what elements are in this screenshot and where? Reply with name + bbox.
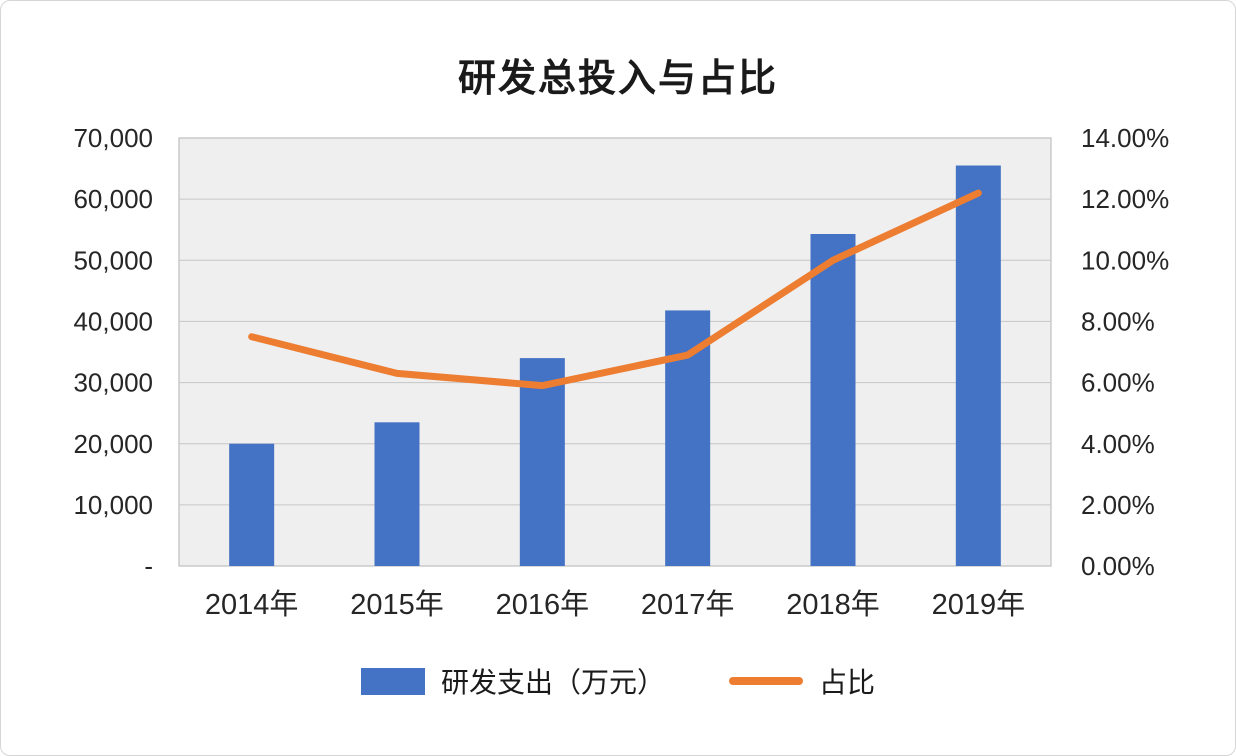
left-axis-tick-label: 10,000 [73,490,153,520]
legend-label-bar-series: 研发支出（万元） [440,667,665,698]
line-series-swatch-icon [729,677,803,685]
legend-item-line-series: 占比 [729,661,875,701]
left-axis-tick-label: 40,000 [73,307,153,337]
right-axis-tick-label: 8.00% [1081,307,1155,337]
left-axis-tick-label: - [144,551,153,581]
ratio-line [248,189,982,390]
bar [810,233,856,566]
right-axis-tick-label: 14.00% [1081,123,1169,153]
x-axis-label: 2017年 [641,588,735,621]
right-axis-tick-label: 2.00% [1081,490,1155,520]
x-axis-label: 2019年 [932,588,1026,621]
right-axis-tick-label: 4.00% [1081,429,1155,459]
legend-label-line-series: 占比 [819,667,876,698]
right-axis-tick-label: 6.00% [1081,368,1155,398]
legend-item-bar-series: 研发支出（万元） [360,661,665,701]
x-axis-label: 2018年 [786,588,880,621]
right-axis-tick-label: 12.00% [1081,184,1169,214]
chart-title: 研发总投入与占比 [457,58,778,100]
bar [229,443,275,566]
x-axis-label: 2016年 [496,588,590,621]
bar [519,358,565,566]
right-axis-tick-label: 0.00% [1081,551,1155,581]
left-axis-tick-label: 30,000 [73,368,153,398]
bar [374,422,420,566]
x-axis-label: 2014年 [205,588,299,621]
right-axis-tick-label: 10.00% [1081,245,1169,275]
x-axis-label: 2015年 [350,588,444,621]
bar [955,165,1001,566]
left-axis-tick-label: 50,000 [73,245,153,275]
bar-series-swatch-icon [360,667,425,695]
left-axis-tick-label: 60,000 [73,184,153,214]
left-axis-tick-label: 20,000 [73,429,153,459]
left-axis-tick-label: 70,000 [73,123,153,153]
chart-legend: 研发支出（万元） 占比 [1,661,1235,701]
